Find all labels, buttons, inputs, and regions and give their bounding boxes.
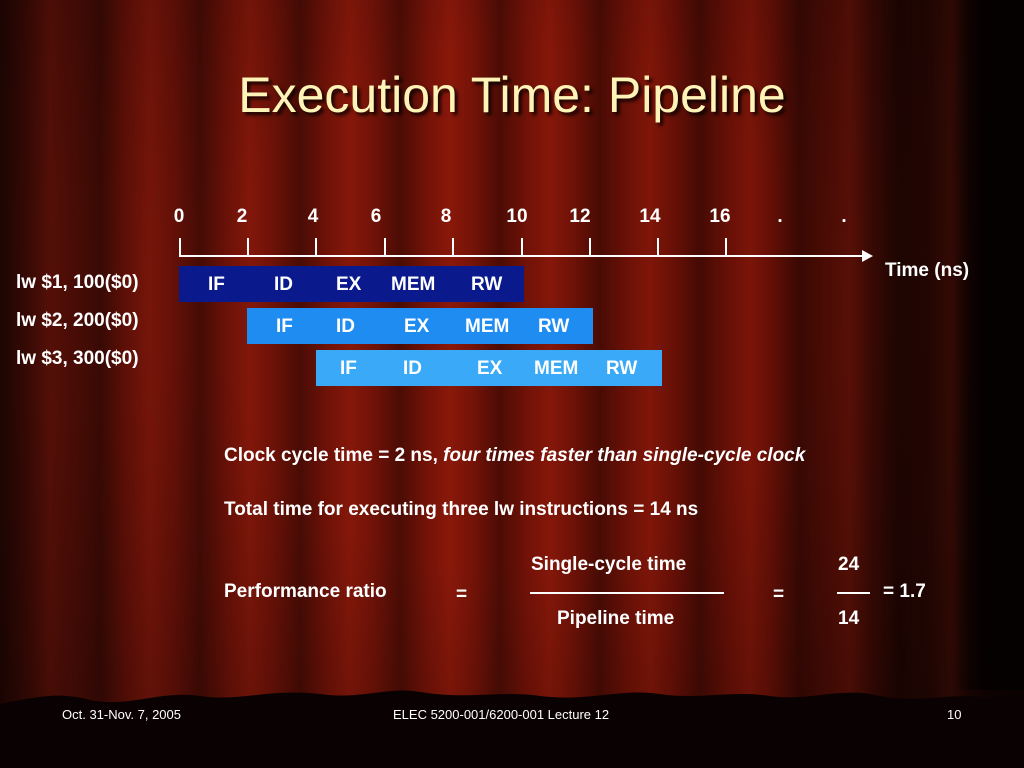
tick-label: 10	[506, 206, 528, 227]
slide-title: Execution Time: Pipeline	[238, 67, 786, 123]
stage-id: ID	[336, 316, 355, 337]
stage-rw: RW	[606, 358, 638, 379]
tick-label: 14	[639, 206, 661, 227]
tick-mark	[521, 238, 523, 256]
stage-id: ID	[403, 358, 422, 379]
fraction-bar	[530, 592, 724, 594]
stage-ex: EX	[477, 358, 503, 379]
footer-page-number: 10	[947, 707, 962, 722]
stage-if: IF	[208, 274, 225, 295]
instruction-label-lw1: lw $1, 100($0)	[16, 272, 139, 293]
tick-label: 8	[440, 206, 452, 227]
denominator-value: 14	[838, 608, 860, 629]
stage-id: ID	[274, 274, 293, 295]
fraction-bar	[837, 592, 870, 594]
tick-label: .	[841, 206, 847, 227]
equals-sign: =	[773, 584, 785, 605]
tick-label: 4	[307, 206, 319, 227]
instruction-label-lw3: lw $3, 300($0)	[16, 348, 139, 369]
equals-sign: =	[456, 584, 468, 605]
numerator-value: 24	[838, 554, 860, 575]
stage-mem: MEM	[534, 358, 579, 379]
stage-ex: EX	[336, 274, 362, 295]
instruction-label-lw2: lw $2, 200($0)	[16, 310, 139, 331]
tick-label: 2	[236, 206, 248, 227]
tick-mark	[589, 238, 591, 256]
tick-label: 12	[569, 206, 591, 227]
tick-mark	[247, 238, 249, 256]
clock-cycle-note: Clock cycle time = 2 ns, four times fast…	[224, 445, 805, 467]
pipeline-bar-lw3: IF ID EX MEM RW	[316, 350, 662, 386]
clock-cycle-emphasis: four times faster than single-cycle cloc…	[443, 445, 806, 466]
stage-if: IF	[276, 316, 293, 337]
tick-mark	[315, 238, 317, 256]
pipeline-bar-lw1: IF ID EX MEM RW	[179, 266, 524, 302]
fraction-denominator: Pipeline time	[557, 608, 675, 629]
tick-label: 0	[173, 206, 185, 227]
tick-mark	[179, 238, 181, 256]
clock-cycle-text: Clock cycle time = 2 ns,	[224, 445, 444, 466]
stage-mem: MEM	[391, 274, 436, 295]
tick-mark	[452, 238, 454, 256]
bottom-curtain	[0, 690, 1024, 768]
stage-rw: RW	[471, 274, 503, 295]
tick-mark	[725, 238, 727, 256]
tick-label: 6	[370, 206, 382, 227]
tick-label: .	[777, 206, 783, 227]
footer-date: Oct. 31-Nov. 7, 2005	[62, 707, 181, 722]
tick-mark	[384, 238, 386, 256]
footer-course: ELEC 5200-001/6200-001 Lecture 12	[393, 707, 610, 722]
pipeline-bar-lw2: IF ID EX MEM RW	[247, 308, 593, 344]
ratio-result: = 1.7	[883, 581, 926, 602]
stage-ex: EX	[404, 316, 430, 337]
time-axis-line	[179, 255, 867, 257]
time-axis-label: Time (ns)	[885, 260, 970, 281]
stage-if: IF	[340, 358, 357, 379]
total-time-note: Total time for executing three lw instru…	[224, 499, 699, 520]
tick-label: 16	[709, 206, 731, 227]
stage-rw: RW	[538, 316, 570, 337]
tick-mark	[657, 238, 659, 256]
side-curtain	[954, 0, 1024, 690]
stage-mem: MEM	[465, 316, 510, 337]
performance-ratio-label: Performance ratio	[224, 581, 387, 602]
fraction-numerator: Single-cycle time	[531, 554, 687, 575]
arrow-right-icon	[862, 250, 873, 262]
